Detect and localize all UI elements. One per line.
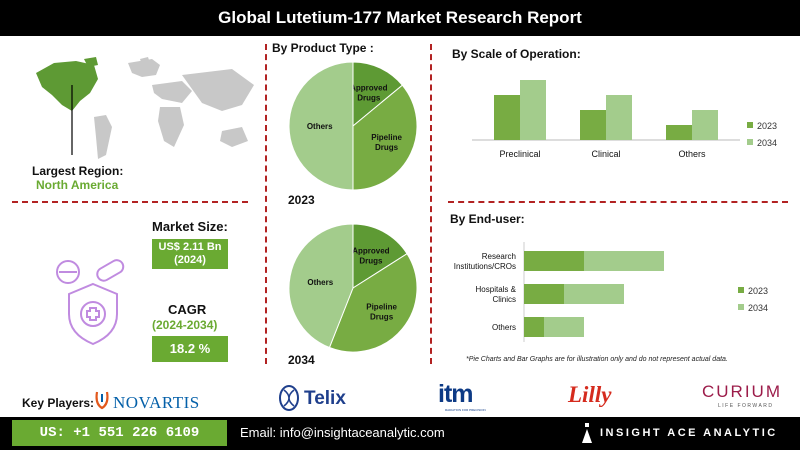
telix-logo-icon	[279, 385, 299, 411]
scale-legend-swatch-2023	[747, 122, 753, 128]
pie-2023-label-2: Others	[307, 122, 333, 131]
scale-bar-preclinical-2023	[494, 95, 520, 140]
enduser-tick-1: Hospitals & Clinics	[476, 285, 517, 304]
brand-logo-icon	[582, 423, 592, 443]
enduser-legend-swatch-2023	[738, 287, 744, 293]
region-value: North America	[36, 178, 119, 192]
scale-bar-others-2034	[692, 110, 718, 140]
product-type-title: By Product Type :	[272, 41, 374, 55]
enduser-bar-0-2023	[524, 251, 584, 271]
enduser-bar-1-2023	[524, 284, 564, 304]
pie-2023-slice-0	[352, 61, 404, 128]
world-map-icon	[36, 57, 254, 159]
enduser-legend-swatch-2034	[738, 304, 744, 310]
enduser-legend-2023: 2023	[748, 286, 768, 296]
scale-title: By Scale of Operation:	[452, 47, 581, 61]
novartis-logo-text: NOVARTIS	[113, 393, 200, 412]
pie-2034-slice-0	[352, 223, 408, 289]
enduser-bar-1-2034	[564, 284, 624, 304]
pie-2034-year: 2034	[288, 353, 315, 367]
key-players-label: Key Players:	[22, 396, 95, 410]
itm-tagline: RADIATION FOR PRECISION	[445, 408, 486, 412]
market-size-label: Market Size:	[152, 219, 228, 234]
pie-2034-slice-1	[328, 253, 418, 353]
curium-tagline: LIFE FORWARD	[718, 403, 774, 409]
pie-2034-label-0: Approved Drugs	[352, 246, 389, 265]
telix-logo-text: Telix	[304, 388, 346, 409]
enduser-legend-2034: 2034	[748, 303, 768, 313]
scale-tick-2: Others	[678, 149, 706, 159]
pie-2034-slice-2	[288, 223, 354, 349]
divider-vertical-right	[430, 44, 432, 364]
footer-email[interactable]: Email: info@insightaceanalytic.com	[240, 425, 445, 440]
scale-tick-0: Preclinical	[499, 149, 540, 159]
scale-bar-preclinical-2034	[520, 80, 546, 140]
scale-bar-clinical-2023	[580, 110, 606, 140]
scale-legend-2034: 2034	[757, 138, 777, 148]
cagr-label: CAGR	[168, 302, 207, 317]
enduser-bar-0-2034	[584, 251, 664, 271]
pie-2023-slice-2	[288, 61, 354, 191]
footer-brand: INSIGHT ACE ANALYTIC	[600, 427, 778, 439]
itm-logo-text: itm	[438, 380, 473, 408]
market-size-value: US$ 2.11 Bn	[158, 241, 222, 253]
lilly-logo-text: Lilly	[568, 382, 612, 407]
medical-shield-icon	[56, 259, 125, 346]
page-title: Global Lutetium-177 Market Research Repo…	[0, 0, 800, 36]
pie-chart-2034: Approved Drugs Pipeline Drugs Others	[288, 223, 418, 353]
scale-bar-clinical-2034	[606, 95, 632, 140]
market-size-box: US$ 2.11 Bn (2024)	[152, 239, 228, 269]
divider-right	[448, 201, 788, 203]
pie-2034-label-1: Pipeline Drugs	[366, 303, 397, 322]
scale-bar-chart: Preclinical Clinical Others 2023 2034	[472, 80, 777, 159]
pie-2023-year: 2023	[288, 193, 315, 207]
enduser-tick-0: Research Institutions/CROs	[454, 252, 516, 271]
enduser-bar-chart: Research Institutions/CROs Hospitals & Clin…	[454, 242, 768, 342]
enduser-title: By End-user:	[450, 212, 525, 226]
enduser-tick-2: Others	[492, 323, 516, 332]
scale-tick-1: Clinical	[591, 149, 620, 159]
footer-phone[interactable]: US: +1 551 226 6109	[12, 420, 227, 446]
pie-2023-slice-1	[352, 84, 418, 191]
pie-chart-2023: Approved Drugs Pipeline Drugs Others	[288, 61, 418, 191]
cagr-value: 18.2 %	[152, 336, 228, 362]
divider-vertical-left	[265, 44, 267, 364]
novartis-logo-icon	[95, 391, 109, 410]
divider-left	[12, 201, 248, 203]
market-size-year: (2024)	[174, 254, 206, 266]
cagr-period: (2024-2034)	[152, 318, 218, 332]
scale-legend-2023: 2023	[757, 121, 777, 131]
enduser-bar-2-2034	[544, 317, 584, 337]
enduser-bar-2-2023	[524, 317, 544, 337]
pie-2023-label-0: Approved Drugs	[350, 83, 387, 102]
region-label: Largest Region:	[32, 164, 124, 178]
disclaimer-note: *Pie Charts and Bar Graphs are for illus…	[466, 356, 728, 363]
pie-2023-label-1: Pipeline Drugs	[371, 133, 402, 152]
scale-bar-others-2023	[666, 125, 692, 140]
pie-2034-label-2: Others	[307, 278, 333, 287]
curium-logo-text: CURIUM	[702, 382, 782, 401]
scale-legend-swatch-2034	[747, 139, 753, 145]
